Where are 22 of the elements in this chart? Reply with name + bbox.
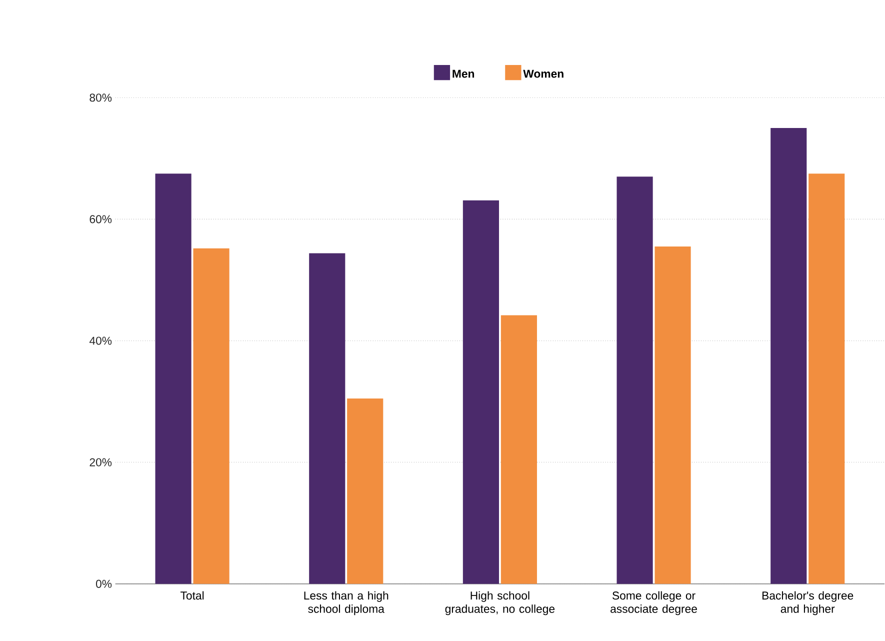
bar bbox=[500, 315, 537, 584]
legend-label: Women bbox=[523, 70, 564, 78]
y-tick-label: 0% bbox=[96, 580, 112, 588]
bar bbox=[193, 248, 230, 584]
legend-label: Men bbox=[452, 70, 474, 78]
y-tick-label: 20% bbox=[90, 458, 112, 466]
bar bbox=[654, 246, 691, 584]
bar bbox=[347, 398, 384, 584]
y-tick-label: 60% bbox=[90, 215, 112, 224]
bar bbox=[462, 200, 500, 584]
y-tick-label: 40% bbox=[89, 336, 112, 345]
x-tick-label: Some college or associate degree bbox=[610, 591, 697, 616]
x-tick-label: Less than a high school diploma bbox=[304, 591, 388, 616]
bar bbox=[808, 174, 845, 584]
bar bbox=[770, 128, 807, 584]
x-tick-label: High school graduates, no college bbox=[445, 591, 555, 616]
bar bbox=[309, 253, 346, 584]
x-tick-label: Bachelor's degree and higher bbox=[762, 591, 854, 616]
y-tick-label: 80% bbox=[90, 94, 112, 102]
bar bbox=[616, 176, 653, 584]
x-tick-label: Total bbox=[180, 591, 204, 600]
bar bbox=[155, 174, 192, 584]
